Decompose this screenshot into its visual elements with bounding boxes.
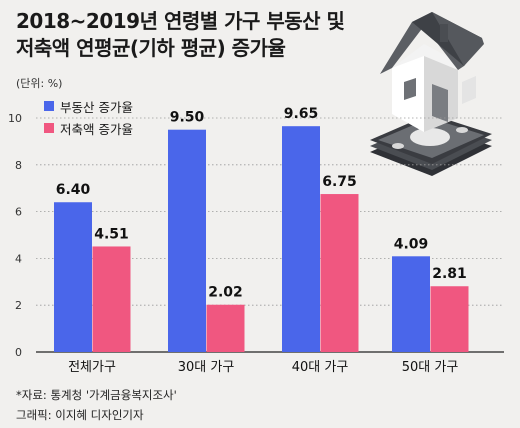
chart-title-line-2: 저축액 연평균(기하 평균) 증가율 xyxy=(16,36,286,60)
bar-savings xyxy=(320,194,359,352)
unit-label: (단위: %) xyxy=(16,77,63,90)
legend-swatch-savings xyxy=(44,123,54,133)
chart-title-line-1: 2018~2019년 연령별 가구 부동산 및 xyxy=(16,9,345,33)
legend: 부동산 증가율 저축액 증가율 xyxy=(44,95,133,139)
bar-value-label: 9.50 xyxy=(170,110,205,126)
legend-swatch-real-estate xyxy=(44,101,54,111)
bar-value-label: 2.02 xyxy=(208,285,243,301)
bar-value-label: 6.40 xyxy=(56,182,91,198)
y-tick-label: 4 xyxy=(15,252,22,265)
category-label: 전체가구 xyxy=(68,360,116,375)
legend-item-savings: 저축액 증가율 xyxy=(44,117,133,139)
chart-title: 2018~2019년 연령별 가구 부동산 및 저축액 연평균(기하 평균) 증… xyxy=(16,8,345,62)
source-note: *자료: 통계청 '가계금융복지조사' xyxy=(16,388,177,402)
bar-real-estate xyxy=(54,202,92,352)
category-label: 50대 가구 xyxy=(402,360,459,375)
house-body xyxy=(380,12,484,132)
category-label: 40대 가구 xyxy=(292,360,349,375)
bar-savings xyxy=(206,304,245,352)
house-icon xyxy=(370,12,492,176)
bar-value-label: 4.51 xyxy=(94,226,129,242)
y-tick-label: 2 xyxy=(15,299,22,312)
bar-value-label: 4.09 xyxy=(394,236,429,252)
money-icon xyxy=(370,114,492,176)
legend-item-real-estate: 부동산 증가율 xyxy=(44,95,133,117)
bar-value-label: 9.65 xyxy=(284,106,319,122)
y-tick-label: 8 xyxy=(15,159,22,172)
legend-label-savings: 저축액 증가율 xyxy=(60,121,133,137)
legend-label-real-estate: 부동산 증가율 xyxy=(60,99,133,115)
y-tick-label: 6 xyxy=(15,206,22,219)
bar-real-estate xyxy=(392,256,430,352)
bar-value-label: 6.75 xyxy=(322,174,357,190)
bar-savings xyxy=(430,286,469,352)
category-label: 30대 가구 xyxy=(178,360,235,375)
bar-real-estate xyxy=(282,126,320,352)
bar-savings xyxy=(92,246,131,352)
bar-value-label: 2.81 xyxy=(432,266,467,282)
y-tick-label: 10 xyxy=(8,112,22,125)
bar-real-estate xyxy=(168,129,206,352)
y-tick-label: 0 xyxy=(15,346,22,359)
graphic-credit: 그래픽: 이지혜 디자인기자 xyxy=(16,408,144,422)
